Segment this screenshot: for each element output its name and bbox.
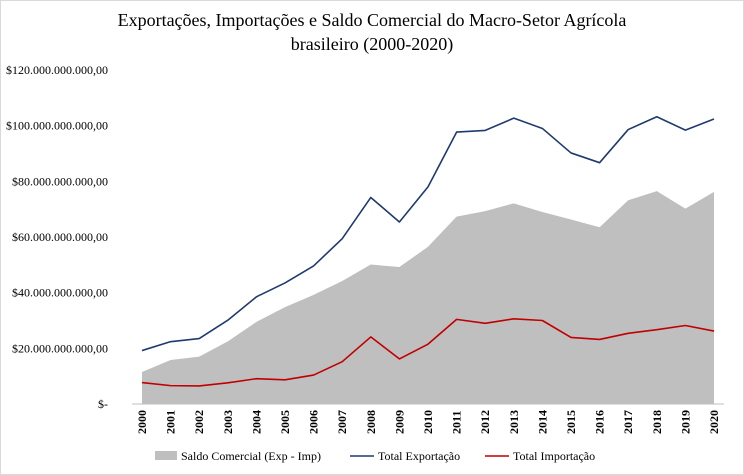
line-layer	[141, 115, 715, 387]
y-tick-label: $120.000.000.000,00	[6, 63, 108, 77]
x-tick-label: 2013	[507, 410, 521, 434]
y-tick-label: $80.000.000.000,00	[12, 174, 108, 188]
x-tick-label: 2007	[335, 410, 349, 434]
legend-item: Total Importação	[485, 449, 595, 463]
x-tick-label: 2015	[564, 410, 578, 434]
y-tick-label: $-	[98, 397, 108, 411]
legend-label: Total Importação	[513, 449, 595, 463]
x-tick-label: 2008	[364, 410, 378, 434]
line-series-total-importacao	[141, 318, 715, 387]
chart-title-line2: brasileiro (2000-2020)	[291, 34, 453, 55]
y-tick-label: $60.000.000.000,00	[12, 230, 108, 244]
x-tick-label: 2016	[593, 410, 607, 434]
legend-swatch	[155, 451, 177, 460]
x-tick-label: 2003	[221, 410, 235, 434]
area-series-saldo-comercial	[142, 191, 714, 404]
x-tick-label: 2005	[278, 410, 292, 434]
x-tick-label: 2002	[192, 410, 206, 434]
x-tick-label: 2000	[135, 410, 149, 434]
line-series-total-exportacao	[141, 115, 715, 352]
x-tick-label: 2004	[249, 410, 263, 434]
chart-title-line1: Exportações, Importações e Saldo Comerci…	[118, 10, 627, 30]
x-tick-label: 2014	[535, 410, 549, 434]
y-tick-label: $20.000.000.000,00	[12, 341, 108, 355]
x-tick-label: 2017	[621, 410, 635, 434]
legend-item: Saldo Comercial (Exp - Imp)	[155, 449, 321, 463]
x-tick-label: 2009	[392, 410, 406, 434]
x-tick-label: 2018	[650, 410, 664, 434]
x-tick-label: 2011	[450, 411, 464, 434]
y-tick-label: $40.000.000.000,00	[12, 286, 108, 300]
legend: Saldo Comercial (Exp - Imp) Total Exporta…	[155, 449, 595, 463]
x-tick-label: 2019	[678, 410, 692, 434]
x-tick-label: 2010	[421, 410, 435, 434]
x-tick-label: 2006	[307, 410, 321, 434]
legend-label: Total Exportação	[378, 449, 460, 463]
area-layer	[142, 191, 714, 404]
legend-label: Saldo Comercial (Exp - Imp)	[181, 449, 321, 463]
y-axis-ticks: $- $20.000.000.000,00 $40.000.000.000,00 $6…	[6, 63, 108, 411]
y-tick-label: $100.000.000.000,00	[6, 119, 108, 133]
legend-item: Total Exportação	[350, 449, 460, 463]
x-tick-label: 2001	[164, 410, 178, 434]
x-tick-label: 2020	[707, 410, 721, 434]
x-axis-ticks: 2000 2001 2002 2003 2004 2005 2006 2007 2008 2009…	[135, 410, 721, 434]
x-tick-label: 2012	[478, 410, 492, 434]
